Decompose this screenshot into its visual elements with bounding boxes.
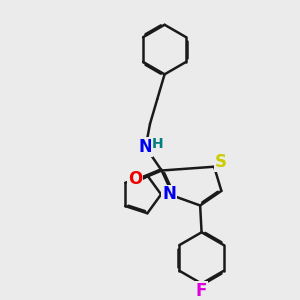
Text: N: N <box>162 185 176 203</box>
Text: H: H <box>152 137 164 151</box>
Text: O: O <box>128 170 142 188</box>
Text: F: F <box>196 282 207 300</box>
Text: S: S <box>214 153 226 171</box>
Text: N: N <box>139 138 153 156</box>
